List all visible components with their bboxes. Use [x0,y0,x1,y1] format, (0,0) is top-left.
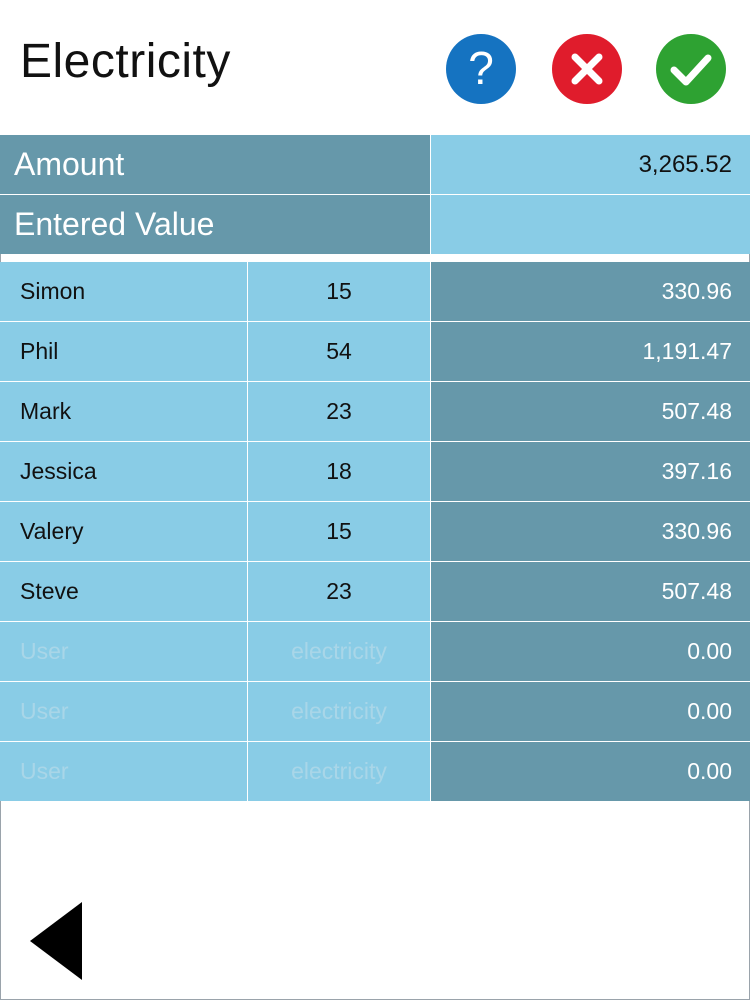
share-amount: 330.96 [431,262,750,321]
user-name-input[interactable]: Valery [0,502,247,561]
help-button[interactable]: ? [446,34,516,104]
user-name-input[interactable]: Mark [0,382,247,441]
share-amount: 507.48 [431,382,750,441]
entered-value-field[interactable] [431,195,750,254]
usage-input[interactable]: 54 [248,322,430,381]
usage-input[interactable]: electricity [248,682,430,741]
usage-input[interactable]: electricity [248,742,430,801]
amount-label: Amount [0,135,430,194]
table-row[interactable]: Mark 23 507.48 [0,382,750,441]
usage-input[interactable]: electricity [248,622,430,681]
cancel-button[interactable] [552,34,622,104]
table-row[interactable]: Simon 15 330.96 [0,262,750,321]
back-arrow-icon [30,902,82,980]
share-amount: 0.00 [431,682,750,741]
close-icon [571,53,603,85]
share-amount: 1,191.47 [431,322,750,381]
user-name-input[interactable]: User [0,742,247,801]
amount-value[interactable]: 3,265.52 [431,135,750,194]
table-row[interactable]: Phil 54 1,191.47 [0,322,750,381]
user-name-input[interactable]: Steve [0,562,247,621]
row-divider [0,194,750,195]
table-row[interactable]: User electricity 0.00 [0,682,750,741]
page-title: Electricity [20,35,231,88]
share-amount: 330.96 [431,502,750,561]
share-amount: 0.00 [431,622,750,681]
participants-table: Simon 15 330.96 Phil 54 1,191.47 Mark 23 507.48 J… [0,262,750,801]
usage-input[interactable]: 15 [248,502,430,561]
user-name-input[interactable]: Simon [0,262,247,321]
user-name-input[interactable]: User [0,682,247,741]
table-row[interactable]: User electricity 0.00 [0,622,750,681]
header: Electricity ? [0,0,750,135]
user-name-input[interactable]: Phil [0,322,247,381]
summary-panel: Amount 3,265.52 Entered Value [0,135,750,255]
share-amount: 507.48 [431,562,750,621]
amount-row: Amount 3,265.52 [0,135,750,195]
entered-value-label: Entered Value [0,195,430,254]
usage-input[interactable]: 18 [248,442,430,501]
checkmark-icon [670,54,712,86]
usage-input[interactable]: 15 [248,262,430,321]
usage-input[interactable]: 23 [248,562,430,621]
usage-input[interactable]: 23 [248,382,430,441]
question-icon: ? [468,42,494,94]
table-row[interactable]: Steve 23 507.48 [0,562,750,621]
table-row[interactable]: User electricity 0.00 [0,742,750,801]
share-amount: 397.16 [431,442,750,501]
confirm-button[interactable] [656,34,726,104]
table-row[interactable]: Jessica 18 397.16 [0,442,750,501]
table-row[interactable]: Valery 15 330.96 [0,502,750,561]
back-button[interactable] [30,902,84,980]
user-name-input[interactable]: User [0,622,247,681]
share-amount: 0.00 [431,742,750,801]
entered-value-row: Entered Value [0,195,750,254]
user-name-input[interactable]: Jessica [0,442,247,501]
